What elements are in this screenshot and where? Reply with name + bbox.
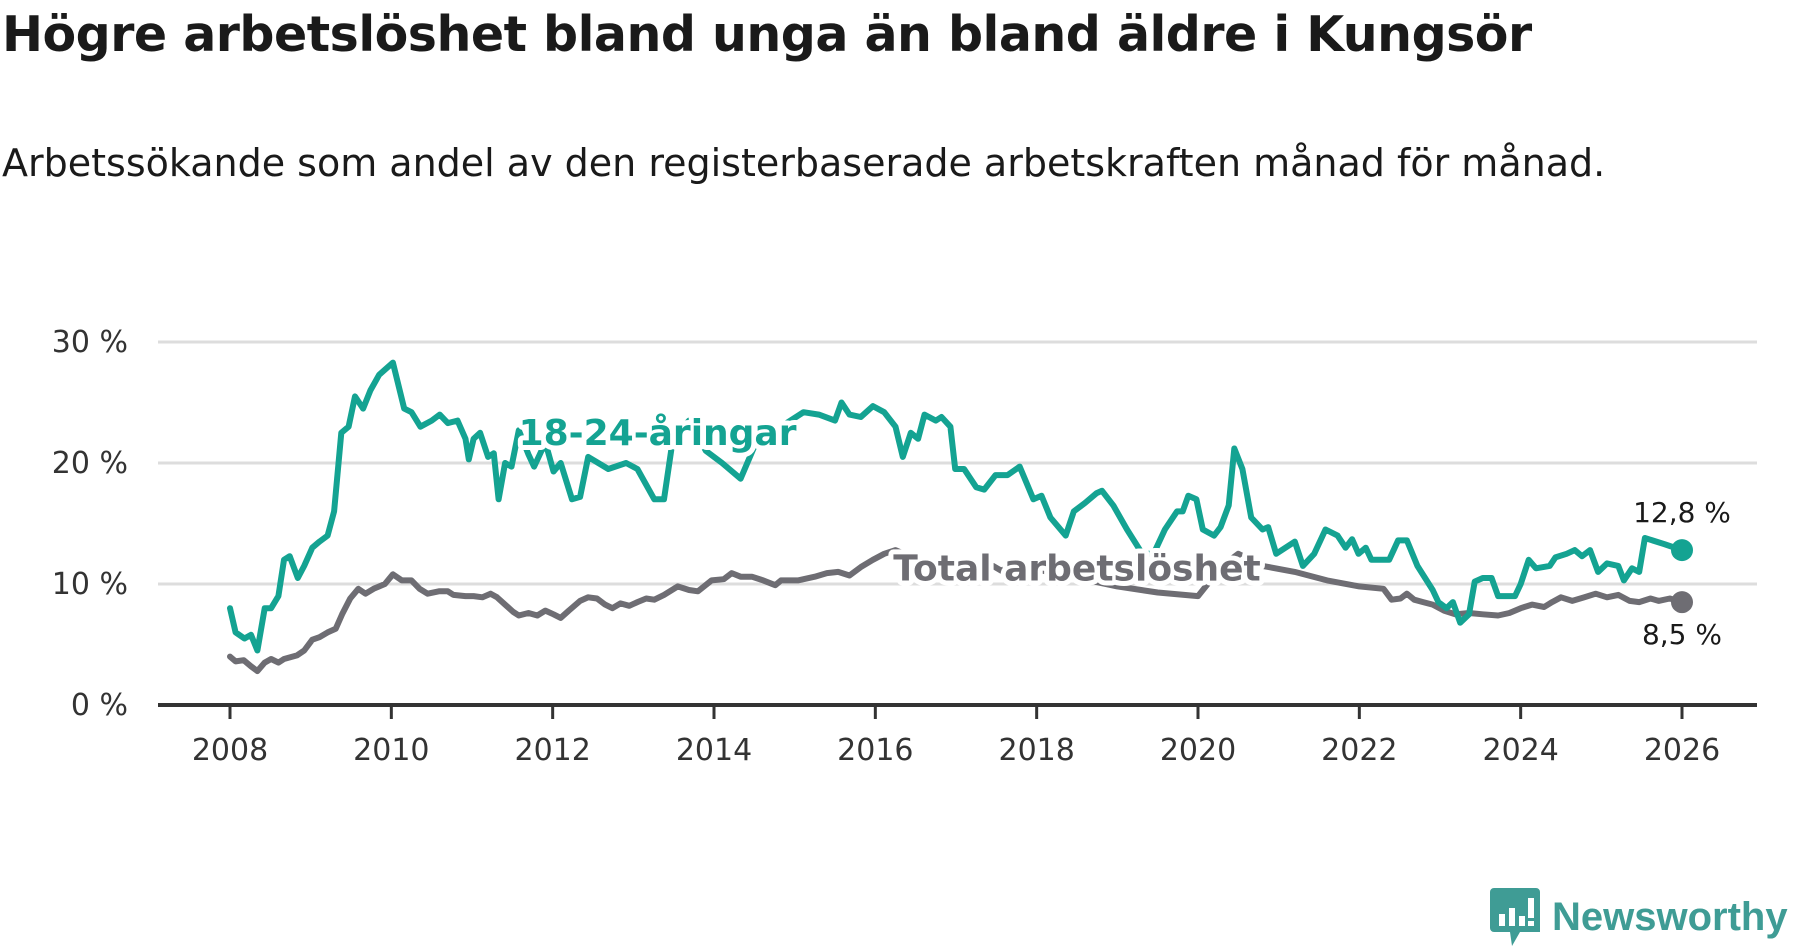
x-tick-label: 2026 xyxy=(1644,733,1720,768)
total-series-label: Total arbetslöshet xyxy=(893,548,1261,589)
logo-text: Newsworthy xyxy=(1552,894,1788,939)
y-tick-label: 0 % xyxy=(71,688,128,723)
total-end-value-label: 8,5 % xyxy=(1642,618,1722,651)
total-series-line xyxy=(227,547,1685,675)
youth-end-value-label: 12,8 % xyxy=(1633,496,1731,529)
chart-title: Högre arbetslöshet bland unga än bland ä… xyxy=(2,6,1532,63)
bar-chart-logo-icon xyxy=(1490,888,1540,946)
x-tick-label: 2012 xyxy=(514,733,590,768)
x-tick-label: 2008 xyxy=(192,733,268,768)
x-tick-label: 2014 xyxy=(676,733,752,768)
x-tick-label: 2020 xyxy=(1160,733,1236,768)
x-tick-label: 2024 xyxy=(1482,733,1558,768)
y-axis-ticks: 0 % 10 % 20 % 30 % xyxy=(52,325,128,723)
newsworthy-logo: Newsworthy xyxy=(1490,888,1788,946)
y-tick-label: 30 % xyxy=(52,325,128,360)
x-tick-label: 2022 xyxy=(1321,733,1397,768)
x-tick-label: 2016 xyxy=(837,733,913,768)
y-tick-label: 20 % xyxy=(52,446,128,481)
chart-subtitle: Arbetssökande som andel av den registerb… xyxy=(2,141,1606,185)
x-tick-label: 2018 xyxy=(998,733,1074,768)
youth-end-marker xyxy=(1671,539,1693,562)
x-axis: 2008 2010 2012 2014 2016 2018 2020 2022 2024 2026 xyxy=(158,703,1757,768)
youth-series-line xyxy=(227,359,1685,654)
series-lines xyxy=(227,359,1693,675)
series-labels: 18-24-åringar 12,8 % Total arbetslöshet 8,5… xyxy=(514,408,1734,654)
x-tick-label: 2010 xyxy=(353,733,429,768)
total-end-marker xyxy=(1671,591,1693,614)
y-tick-label: 10 % xyxy=(52,567,128,602)
youth-series-label: 18-24-åringar xyxy=(519,413,797,454)
